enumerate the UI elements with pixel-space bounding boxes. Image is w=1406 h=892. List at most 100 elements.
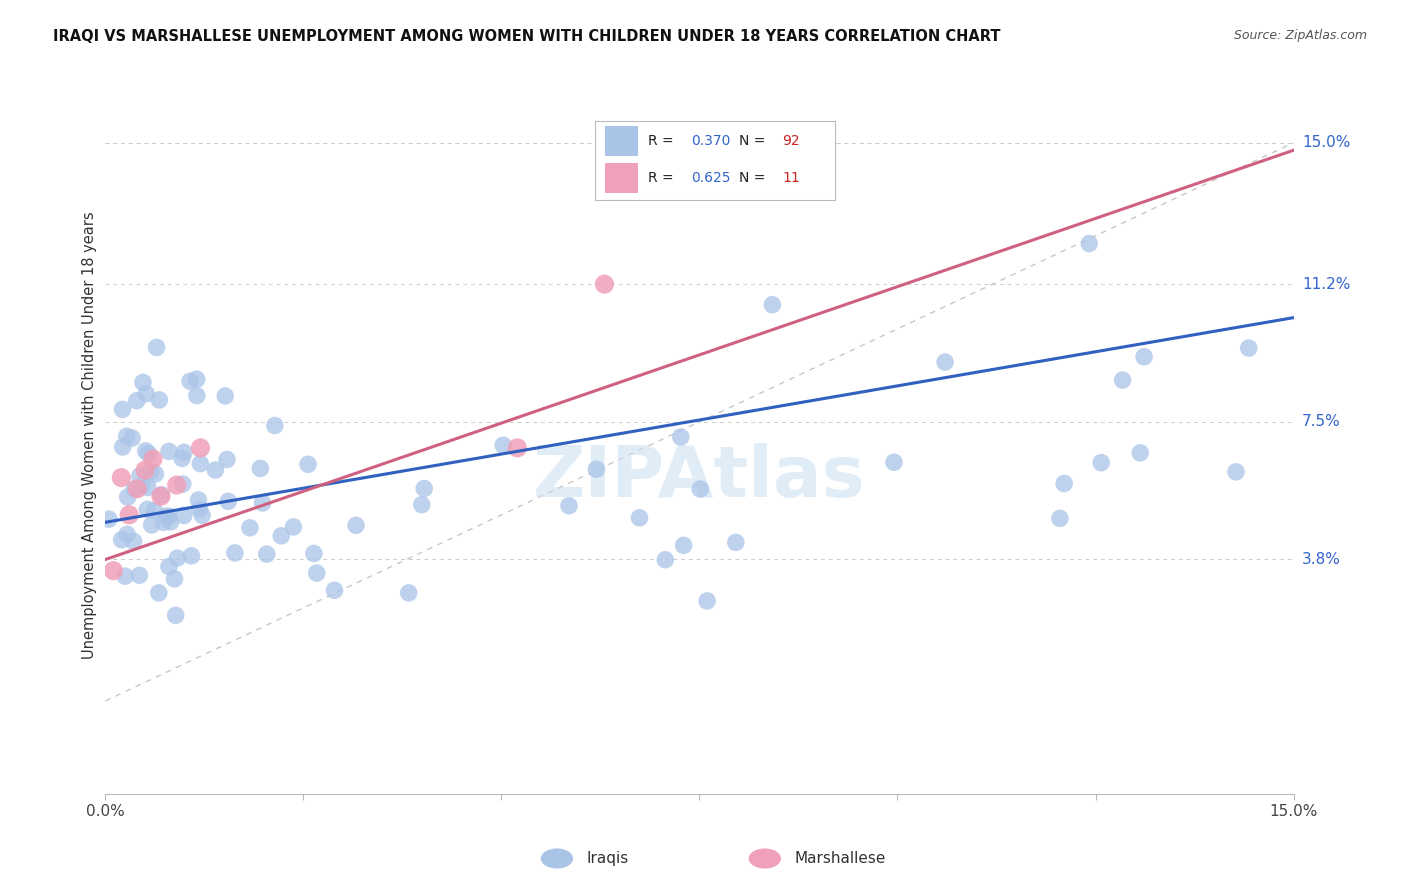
Point: [934, 355, 956, 369]
Point: [1090, 456, 1112, 470]
Point: [157, 559, 180, 574]
Point: [111, 402, 134, 417]
Point: [188, 502, 211, 516]
Point: [204, 463, 226, 477]
Circle shape: [541, 849, 572, 868]
Point: [188, 457, 211, 471]
Text: 11.2%: 11.2%: [1302, 277, 1350, 292]
Point: [215, 452, 238, 467]
Point: [135, 386, 157, 401]
Point: [131, 479, 153, 493]
Point: [117, 490, 139, 504]
Point: [263, 418, 285, 433]
Point: [187, 493, 209, 508]
Point: [593, 143, 616, 157]
Point: [672, 538, 695, 552]
Text: 11: 11: [782, 171, 800, 186]
Point: [122, 482, 145, 496]
Point: [669, 430, 692, 444]
Point: [134, 463, 156, 477]
Point: [115, 527, 138, 541]
Text: Marshallese: Marshallese: [794, 851, 886, 866]
Circle shape: [749, 849, 780, 868]
Point: [145, 340, 167, 354]
Point: [344, 518, 367, 533]
Point: [180, 549, 202, 563]
Text: ZIPAtlas: ZIPAtlas: [533, 443, 866, 512]
Point: [654, 552, 676, 566]
Point: [186, 372, 208, 386]
Text: 15.0%: 15.0%: [1302, 136, 1350, 150]
Point: [1225, 465, 1247, 479]
Point: [165, 608, 187, 623]
Point: [1237, 341, 1260, 355]
Point: [148, 586, 170, 600]
Text: Source: ZipAtlas.com: Source: ZipAtlas.com: [1233, 29, 1367, 42]
Point: [136, 502, 159, 516]
Point: [689, 482, 711, 496]
Text: IRAQI VS MARSHALLESE UNEMPLOYMENT AMONG WOMEN WITH CHILDREN UNDER 18 YEARS CORRE: IRAQI VS MARSHALLESE UNEMPLOYMENT AMONG …: [53, 29, 1001, 44]
Point: [128, 568, 150, 582]
Point: [136, 481, 159, 495]
Point: [270, 529, 292, 543]
Point: [143, 467, 166, 481]
Point: [125, 393, 148, 408]
Point: [411, 498, 433, 512]
Point: [115, 429, 138, 443]
Point: [297, 458, 319, 472]
Bar: [605, 163, 638, 194]
Point: [593, 277, 616, 292]
Point: [159, 515, 181, 529]
Point: [152, 516, 174, 530]
Text: 7.5%: 7.5%: [1302, 414, 1340, 429]
Point: [191, 508, 214, 523]
Point: [224, 546, 246, 560]
Point: [413, 482, 436, 496]
Point: [170, 451, 193, 466]
Point: [138, 446, 160, 460]
Point: [628, 511, 651, 525]
Point: [148, 392, 170, 407]
Point: [111, 533, 134, 547]
Point: [166, 551, 188, 566]
Text: 0.370: 0.370: [692, 134, 731, 147]
Point: [239, 521, 262, 535]
Point: [132, 376, 155, 390]
Point: [150, 488, 173, 502]
Point: [883, 455, 905, 469]
Text: Iraqis: Iraqis: [586, 851, 628, 866]
Point: [252, 496, 274, 510]
Point: [186, 388, 208, 402]
Point: [1111, 373, 1133, 387]
Point: [118, 508, 141, 522]
Point: [1133, 350, 1156, 364]
Point: [166, 478, 188, 492]
Point: [696, 594, 718, 608]
Point: [302, 546, 325, 560]
Point: [157, 509, 180, 524]
Text: R =: R =: [648, 171, 678, 186]
Point: [128, 469, 150, 483]
Point: [249, 461, 271, 475]
Point: [142, 452, 165, 467]
Point: [305, 566, 328, 580]
Point: [256, 547, 278, 561]
Point: [179, 374, 201, 388]
Point: [121, 431, 143, 445]
Text: R =: R =: [648, 134, 678, 147]
Point: [173, 508, 195, 523]
Point: [506, 441, 529, 455]
Point: [1049, 511, 1071, 525]
Point: [141, 518, 163, 533]
Point: [139, 464, 162, 478]
Text: N =: N =: [740, 171, 770, 186]
Bar: [605, 126, 638, 155]
Point: [1129, 446, 1152, 460]
Point: [398, 586, 420, 600]
Point: [283, 520, 305, 534]
Point: [1053, 476, 1076, 491]
Point: [172, 477, 194, 491]
Point: [97, 512, 120, 526]
Point: [558, 499, 581, 513]
Point: [163, 572, 186, 586]
